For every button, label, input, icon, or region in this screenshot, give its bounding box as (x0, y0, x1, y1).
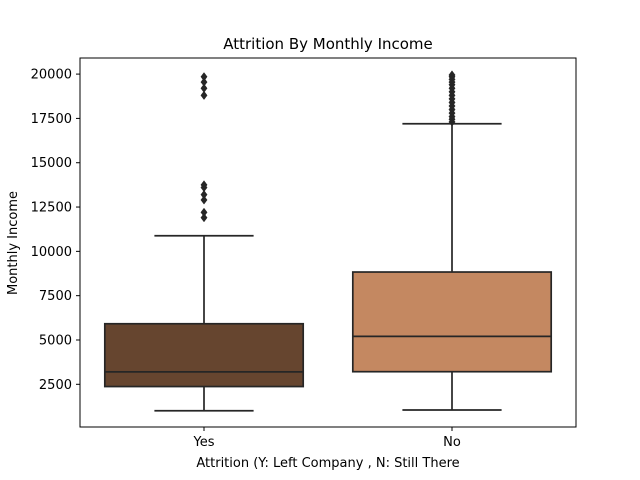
outlier-point (200, 77, 208, 87)
outlier-point (200, 195, 208, 205)
outlier-point (200, 90, 208, 100)
outlier-point (200, 72, 208, 82)
outlier-point (200, 180, 208, 190)
x-tick-label: No (443, 435, 461, 450)
y-tick-label: 7500 (39, 289, 72, 304)
x-axis-label: Attrition (Y: Left Company , N: Still Th… (196, 456, 459, 471)
y-axis-label: Monthly Income (6, 191, 21, 295)
iqr-box (351, 271, 553, 373)
plot-frame (79, 57, 577, 428)
y-tick-label: 15000 (31, 156, 72, 171)
y-tick-label: 5000 (39, 333, 72, 348)
plot-area (103, 70, 553, 412)
outlier-point (200, 83, 208, 93)
box-group-yes (103, 72, 305, 412)
y-tick-label: 2500 (39, 378, 72, 393)
iqr-box (103, 322, 305, 388)
y-tick-label: 12500 (31, 201, 72, 216)
outlier-point (448, 70, 456, 80)
x-tick-label: Yes (193, 435, 215, 450)
outlier-point (200, 207, 208, 217)
y-axis: 2500 5000 7500 10000 12500 15000 17500 20000 (31, 68, 80, 393)
chart-title: Attrition By Monthly Income (223, 35, 433, 53)
box-group-no (351, 70, 553, 411)
x-axis: Yes No (193, 427, 461, 450)
outlier-point (200, 213, 208, 223)
outlier-point (200, 190, 208, 200)
y-tick-label: 10000 (31, 245, 72, 260)
y-tick-label: 17500 (31, 112, 72, 127)
y-tick-label: 20000 (31, 68, 72, 83)
